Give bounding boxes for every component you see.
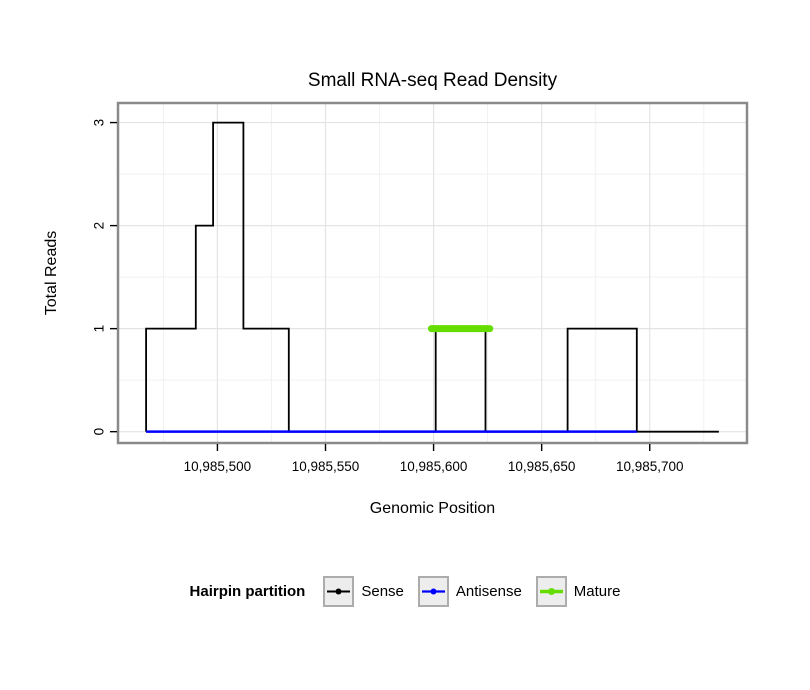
read-density-plot: 10,985,500 10,985,550 10,985,600 10,985,650… bbox=[43, 70, 749, 517]
legend-entry-sense: Sense bbox=[323, 576, 404, 607]
legend-entry-mature: Mature bbox=[535, 576, 621, 607]
legend-label: Antisense bbox=[455, 583, 522, 600]
plot-panel bbox=[118, 103, 747, 443]
legend-label: Sense bbox=[361, 583, 404, 600]
x-tick-label: 10,985,550 bbox=[292, 459, 360, 474]
legend-entries: Sense Antisense Mature bbox=[323, 576, 620, 607]
panel-border bbox=[116, 101, 749, 445]
legend: Hairpin partition Sense Antisense Mature bbox=[0, 576, 810, 607]
legend-label: Mature bbox=[573, 583, 621, 600]
legend-title: Hairpin partition bbox=[189, 583, 306, 600]
y-tick-label: 0 bbox=[92, 428, 107, 436]
legend-entry-antisense: Antisense bbox=[417, 576, 522, 607]
x-tick-label: 10,985,600 bbox=[400, 459, 468, 474]
y-tick-label: 2 bbox=[92, 222, 107, 230]
y-tick-label: 1 bbox=[92, 325, 107, 333]
y-axis-title: Total Reads bbox=[43, 231, 60, 316]
x-axis-title: Genomic Position bbox=[370, 500, 495, 517]
legend-key-sense-icon bbox=[323, 576, 355, 607]
legend-key-antisense-icon bbox=[417, 576, 449, 607]
legend-key-mature-icon bbox=[535, 576, 567, 607]
y-tick-label: 3 bbox=[92, 119, 107, 127]
x-tick-label: 10,985,650 bbox=[508, 459, 576, 474]
x-tick-label: 10,985,500 bbox=[184, 459, 252, 474]
chart-title: Small RNA-seq Read Density bbox=[308, 70, 558, 91]
x-tick-label: 10,985,700 bbox=[616, 459, 684, 474]
